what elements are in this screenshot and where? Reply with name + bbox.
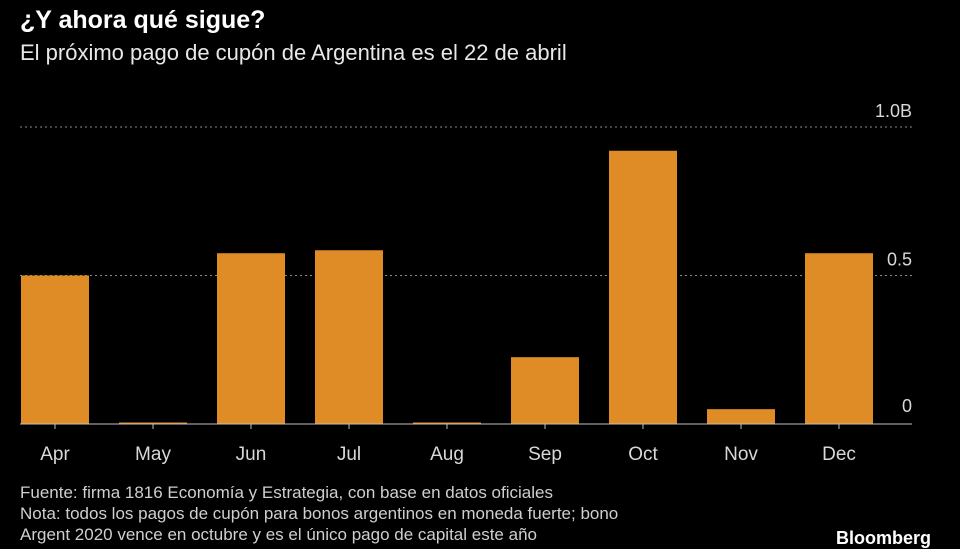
y-tick-label: 1.0B [875,101,912,121]
bar-sep [511,357,579,424]
bloomberg-logo: Bloomberg [836,528,932,548]
bar-jun [217,253,285,424]
source-note: Fuente: firma 1816 Economía y Estrategia… [20,483,553,502]
bar-nov [707,409,775,424]
x-tick-label: Apr [40,444,70,465]
x-tick-label: Nov [724,444,758,465]
x-tick-label: Dec [822,444,856,465]
chart-title: ¿Y ahora qué sigue? [20,6,266,34]
footnote-line-2: Argent 2020 vence en octubre y es el úni… [20,525,537,544]
chart-footer: Fuente: firma 1816 Economía y Estrategia… [20,482,618,545]
x-tick-label: Sep [528,444,562,465]
bar-chart: 0 0.5 1.0B Apr May Jun Jul Aug Sep Oct Nov Dec [20,101,912,465]
x-tick-label: Jun [236,444,267,465]
x-tick-label: Aug [430,444,464,465]
bar-dec [805,253,873,424]
chart-subtitle: El próximo pago de cupón de Argentina es… [20,40,567,65]
y-tick-label: 0 [902,396,912,416]
footnote-line-1: Nota: todos los pagos de cupón para bono… [20,504,619,523]
bars [21,150,873,424]
x-tick-label: May [135,444,171,465]
gridlines [20,126,912,276]
axes: 0 0.5 1.0B Apr May Jun Jul Aug Sep Oct Nov Dec [20,101,912,465]
bar-apr [21,275,89,424]
bar-may [119,422,187,424]
bar-oct [609,150,677,424]
x-tick-label: Jul [337,444,361,465]
x-tick-label: Oct [628,444,658,465]
y-tick-label: 0.5 [887,250,912,270]
bar-jul [315,250,383,424]
bar-aug [413,422,481,424]
